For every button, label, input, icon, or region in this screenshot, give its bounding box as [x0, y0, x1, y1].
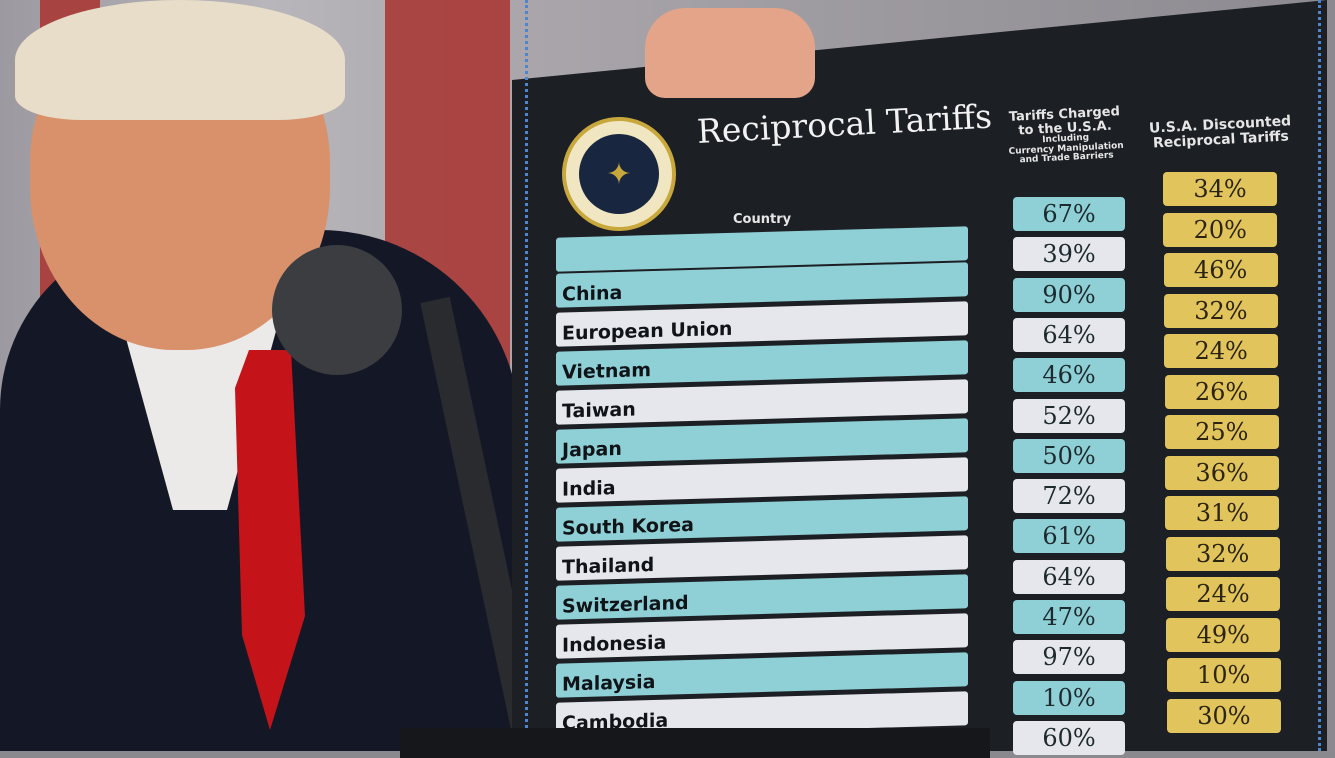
charged-value: 60% [1013, 720, 1125, 755]
charged-value: 64% [1013, 559, 1125, 594]
charged-value: 50% [1013, 438, 1125, 473]
reciprocal-value: 36% [1165, 455, 1280, 490]
charged-header: Tariffs Charged to the U.S.A. Including … [1002, 104, 1130, 167]
charged-value: 61% [1013, 519, 1125, 554]
microphone [272, 245, 402, 375]
charged-value: 97% [1013, 640, 1125, 675]
reciprocal-value: 46% [1163, 253, 1278, 287]
charged-value: 52% [1013, 398, 1125, 433]
charged-value: 39% [1013, 237, 1125, 272]
reciprocal-value: 20% [1163, 212, 1278, 247]
podium [400, 728, 990, 758]
country-header: Country [733, 212, 792, 227]
reciprocal-value: 30% [1166, 698, 1281, 733]
charged-value: 46% [1013, 358, 1125, 393]
charged-value: 90% [1013, 277, 1125, 312]
reciprocal-value: 32% [1163, 293, 1278, 328]
presidential-seal: ✦ [562, 117, 676, 231]
reciprocal-value: 32% [1165, 536, 1280, 571]
hand [645, 8, 815, 98]
charged-value: 10% [1013, 680, 1125, 715]
reciprocal-value: 31% [1165, 496, 1280, 530]
charged-value: 72% [1013, 479, 1125, 514]
reciprocal-value: 24% [1164, 334, 1279, 368]
eagle-icon: ✦ [579, 134, 659, 214]
charged-value: 47% [1013, 600, 1125, 634]
reciprocal-value: 26% [1164, 374, 1279, 409]
board-border [525, 0, 1321, 751]
reciprocal-value: 25% [1164, 415, 1279, 449]
person-hair [15, 0, 345, 120]
charged-value: 64% [1013, 317, 1125, 352]
reciprocal-value: 34% [1163, 172, 1277, 206]
reciprocal-value: 24% [1166, 577, 1280, 611]
reciprocal-value: 10% [1166, 658, 1281, 692]
charged-value: 67% [1013, 197, 1125, 231]
reciprocal-value: 49% [1166, 617, 1281, 652]
